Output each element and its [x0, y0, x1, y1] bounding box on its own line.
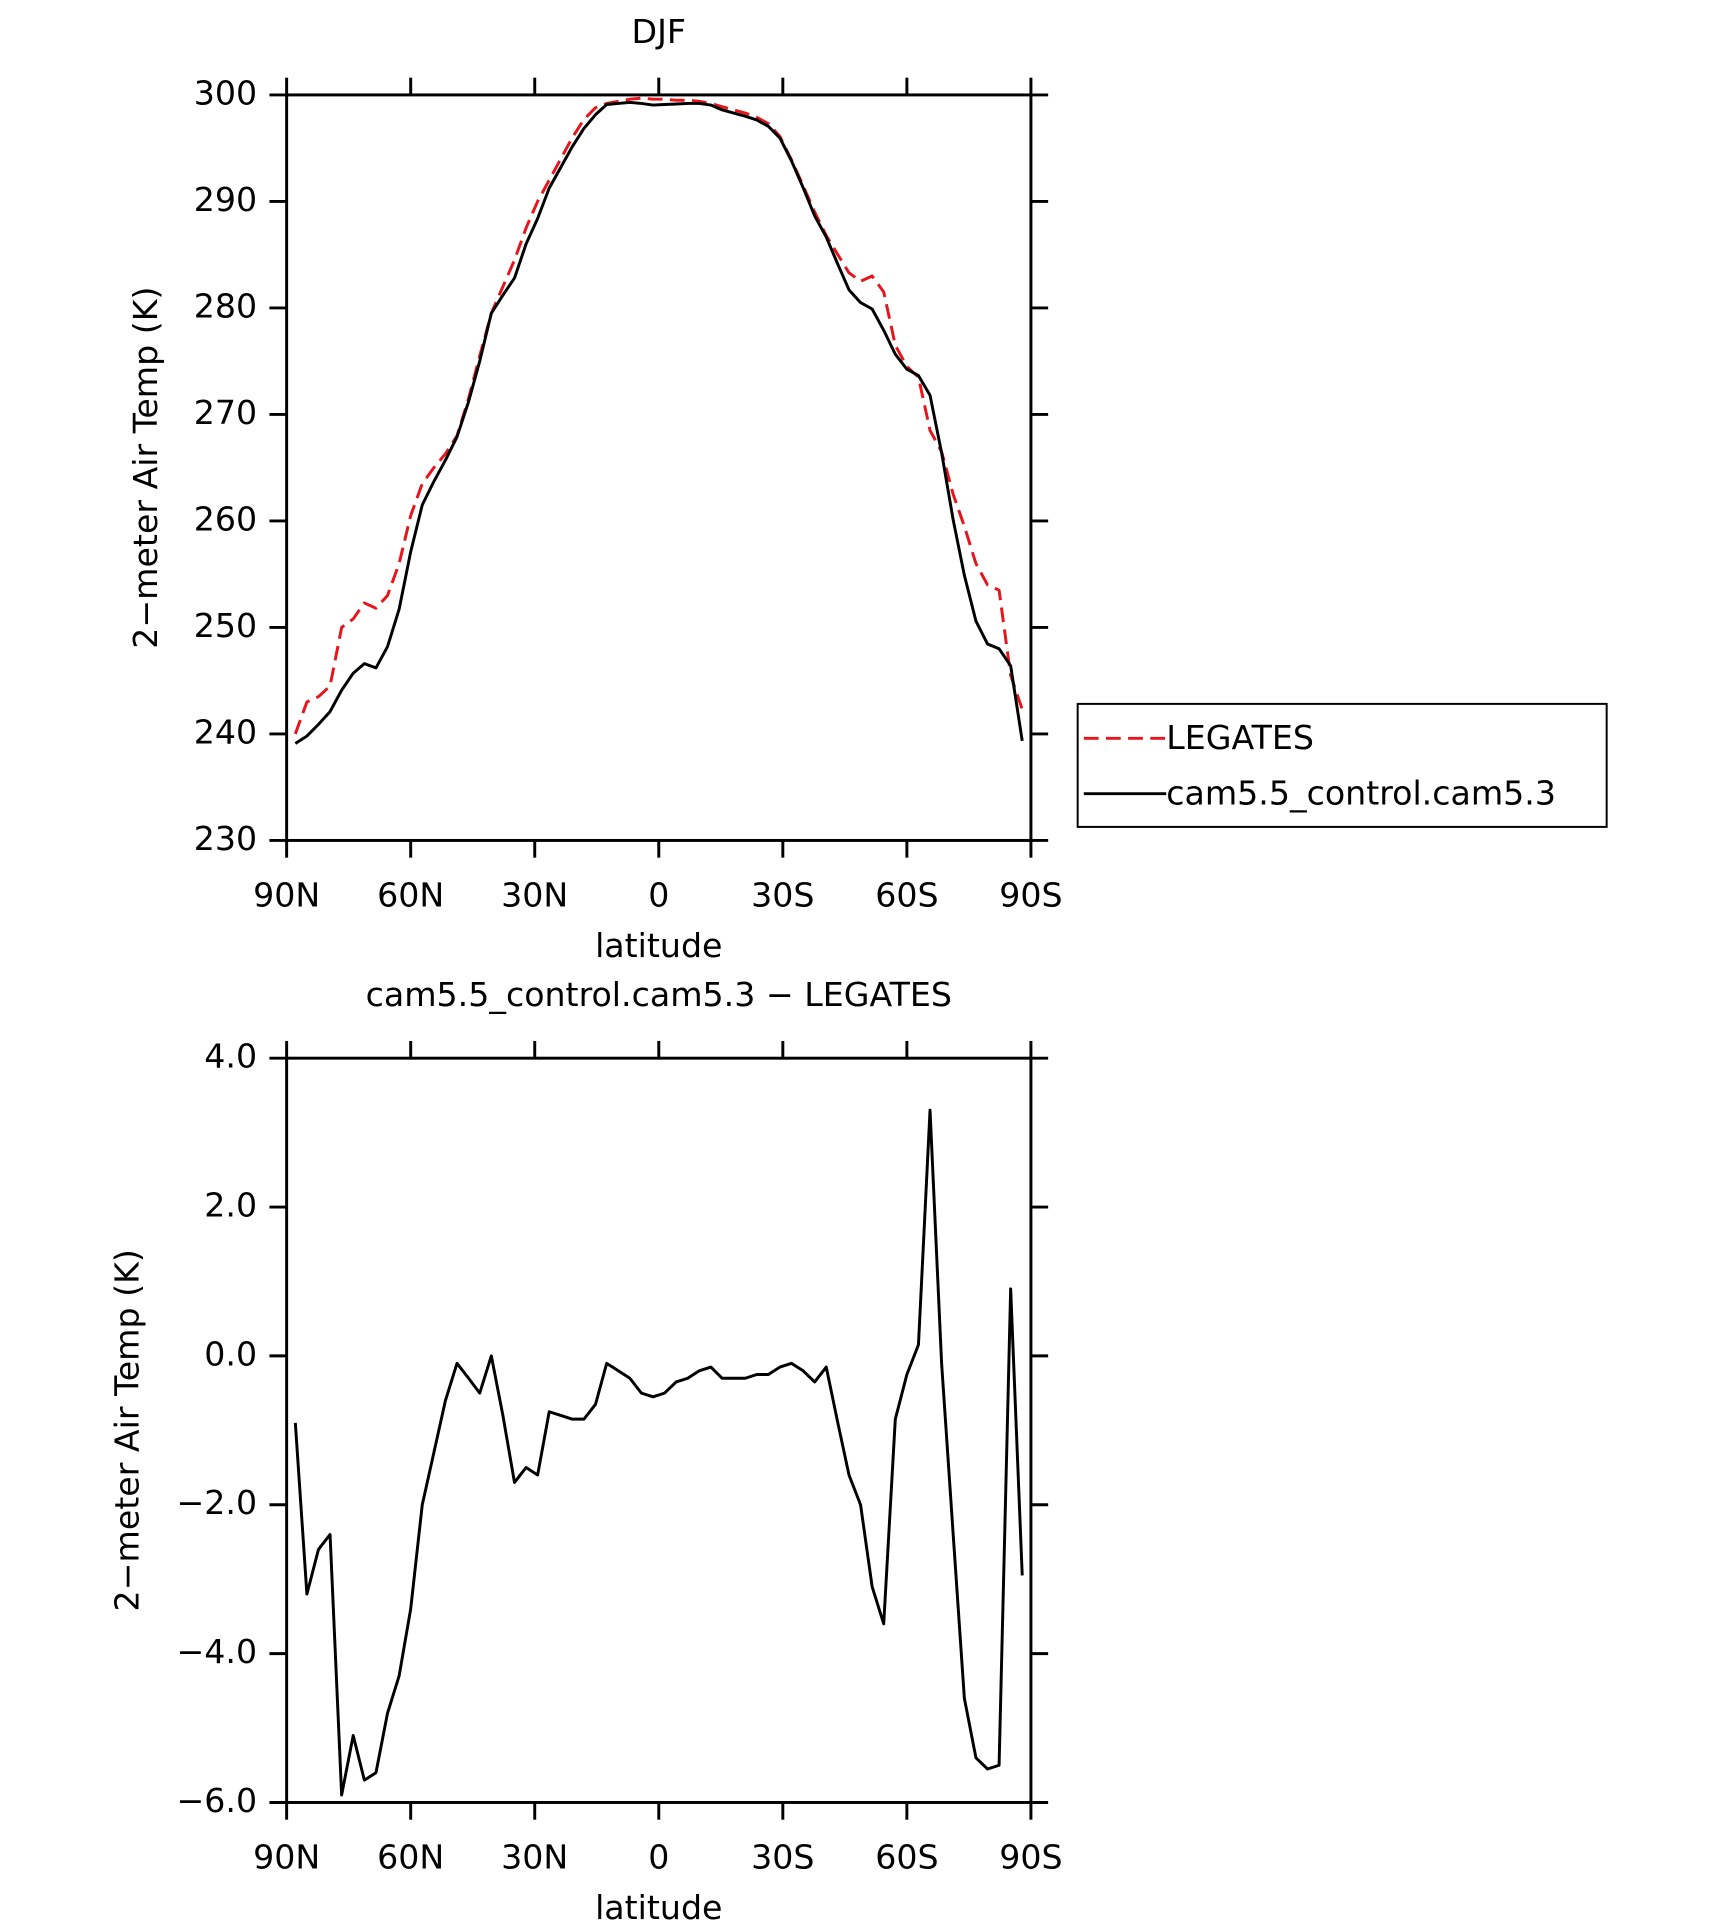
x-tick-label: 60N	[377, 1838, 444, 1877]
legend-label: LEGATES	[1166, 718, 1314, 757]
x-tick-label: 90S	[999, 1838, 1062, 1877]
x-tick-label: 30S	[751, 876, 814, 915]
x-tick-label: 0	[648, 1838, 669, 1877]
plot-frame	[285, 93, 1033, 842]
y-tick-label: 290	[194, 180, 257, 219]
y-tick-label: 280	[194, 286, 257, 325]
x-tick-label: 60N	[377, 876, 444, 915]
chart-title: cam5.5_control.cam5.3 − LEGATES	[366, 975, 952, 1014]
x-tick-label: 60S	[875, 876, 938, 915]
y-tick-label: 240	[194, 712, 257, 751]
y-tick-label: 4.0	[204, 1037, 257, 1076]
y-tick-label: −6.0	[176, 1781, 257, 1820]
data-line	[293, 1108, 1024, 1797]
legend-label: cam5.5_control.cam5.3	[1166, 773, 1556, 812]
y-tick-label: 260	[194, 499, 257, 538]
y-tick-label: 270	[194, 393, 257, 432]
y-tick-label: 2.0	[204, 1186, 257, 1225]
x-tick-label: 90S	[999, 876, 1062, 915]
y-axis-label: 2−meter Air Temp (K)	[126, 287, 165, 649]
x-tick-label: 0	[648, 876, 669, 915]
x-tick-label: 30N	[501, 1838, 568, 1877]
y-tick-label: 250	[194, 606, 257, 645]
y-tick-label: 0.0	[204, 1334, 257, 1373]
data-line	[294, 100, 1024, 745]
y-tick-label: −2.0	[176, 1483, 257, 1522]
x-tick-label: 60S	[875, 1838, 938, 1877]
x-tick-label: 90N	[253, 876, 320, 915]
y-tick-label: −4.0	[176, 1632, 257, 1671]
x-tick-label: 30N	[501, 876, 568, 915]
plot-frame	[285, 1056, 1033, 1804]
y-axis-label: 2−meter Air Temp (K)	[108, 1249, 147, 1611]
legend-box	[1076, 702, 1608, 828]
y-tick-label: 300	[194, 73, 257, 112]
x-tick-label: 30S	[751, 1838, 814, 1877]
data-line	[293, 96, 1024, 735]
x-axis-label: latitude	[595, 926, 722, 965]
y-tick-label: 230	[194, 819, 257, 858]
chart-title: DJF	[632, 12, 686, 51]
x-tick-label: 90N	[253, 1838, 320, 1877]
x-axis-label: latitude	[595, 1888, 722, 1922]
